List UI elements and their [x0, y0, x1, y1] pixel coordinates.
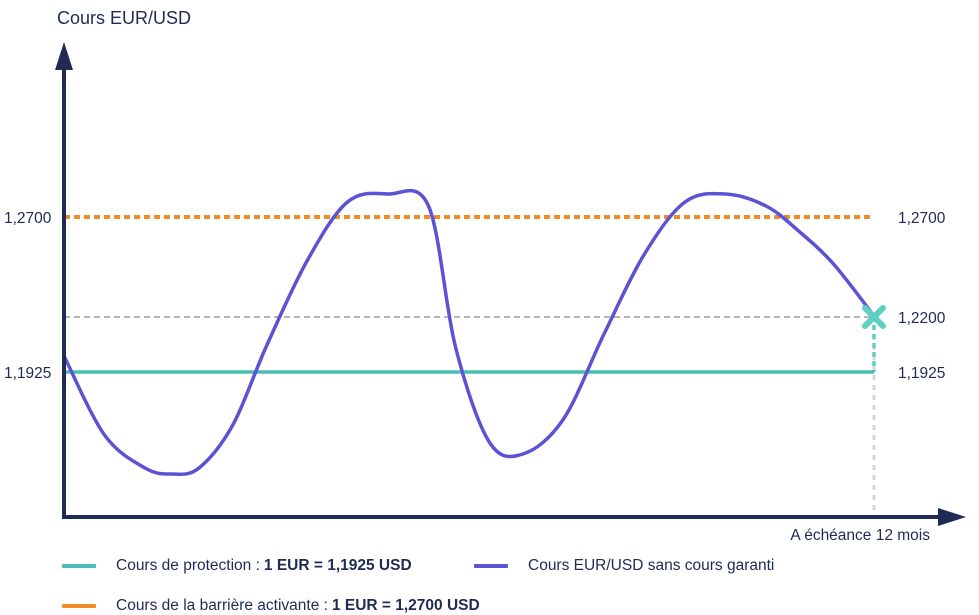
- final-point-marker: [862, 305, 886, 329]
- legend-item-protection: Cours de protection : 1 EUR = 1,1925 USD: [62, 557, 412, 575]
- legend-value-protection: 1 EUR = 1,1925 USD: [263, 557, 412, 574]
- legend-item-spot: Cours EUR/USD sans cours garanti: [474, 557, 778, 575]
- y-tick-label-right: 1,2200: [898, 310, 946, 327]
- y-tick-label-left: 1,1925: [4, 365, 51, 382]
- chart-area: 1,2700 1,1925 1,2700 1,2200 1,1925 Cours EUR…: [4, 8, 966, 544]
- legend-swatch-protection: [62, 564, 96, 568]
- y-axis-title: Cours EUR/USD: [57, 8, 191, 28]
- legend-label-protection: Cours de protection :: [116, 557, 260, 574]
- legend-swatch-spot: [474, 564, 508, 568]
- y-tick-label-right: 1,2700: [898, 210, 946, 227]
- y-tick-label-left: 1,2700: [4, 210, 52, 227]
- x-axis-title: A échéance 12 mois: [790, 527, 930, 544]
- legend-label-barrier: Cours de la barrière activante :: [116, 597, 328, 614]
- y-axis-arrow: [55, 42, 73, 70]
- y-tick-label-right: 1,1925: [898, 365, 945, 382]
- legend-value-barrier: 1 EUR = 1,2700 USD: [331, 597, 480, 614]
- legend-swatch-barrier: [62, 604, 96, 608]
- legend-label-spot: Cours EUR/USD sans cours garanti: [528, 557, 775, 574]
- x-axis-arrow: [938, 508, 966, 526]
- series-line-spot: [62, 188, 876, 477]
- legend-item-barrier: Cours de la barrière activante : 1 EUR =…: [62, 597, 480, 615]
